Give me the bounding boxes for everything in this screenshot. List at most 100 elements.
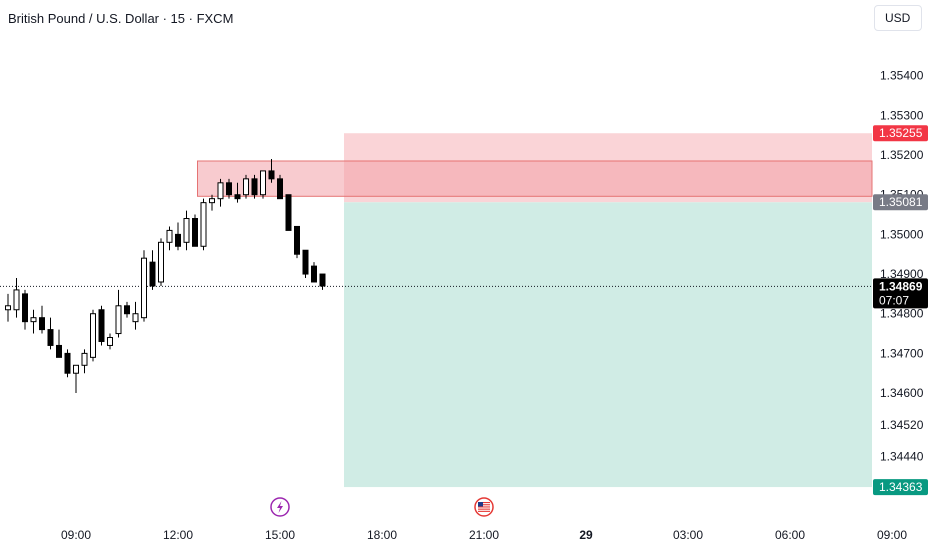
candle: [149, 250, 156, 290]
candle-body: [5, 305, 11, 311]
candle: [90, 309, 96, 362]
flag-stripe: [478, 510, 490, 512]
price-tick-label: 1.35300: [880, 108, 924, 122]
candle: [277, 174, 283, 200]
candle: [22, 289, 28, 330]
candle-body: [243, 178, 249, 196]
candle: [81, 349, 88, 374]
candle: [132, 301, 139, 330]
candle-body: [158, 241, 164, 283]
candle-body: [47, 329, 54, 346]
candle-body: [311, 265, 317, 283]
candle: [251, 174, 258, 199]
target-price-tag-text: 1.34363: [879, 480, 923, 494]
candle: [217, 178, 224, 207]
candle-body: [90, 313, 96, 358]
price-tick-label: 1.34800: [880, 307, 924, 321]
candle: [183, 210, 190, 251]
time-axis[interactable]: 09:00 12:00 15:00 18:00 21:00 29 03:00 06:00 09:…: [61, 528, 907, 542]
candle: [115, 289, 122, 338]
flag-stripe: [478, 508, 490, 510]
time-tick-label: 09:00: [877, 528, 907, 542]
price-tick-label: 1.34520: [880, 418, 924, 432]
candle: [268, 159, 275, 183]
candle-body: [56, 344, 62, 358]
lightning-icon[interactable]: [270, 497, 290, 517]
candle: [192, 214, 198, 247]
candle: [311, 262, 317, 283]
countdown-text: 07:07: [879, 293, 909, 307]
stop-price-tag-text: 1.35255: [879, 126, 923, 140]
currency-button[interactable]: USD: [874, 5, 922, 31]
candle: [64, 349, 71, 378]
events-layer: [270, 497, 494, 517]
price-tick-label: 1.35200: [880, 148, 924, 162]
time-tick-label: 03:00: [673, 528, 703, 542]
candle: [209, 194, 215, 211]
candle-body: [251, 178, 258, 196]
candle-body: [30, 317, 37, 323]
entry-price-tag: 1.35081: [873, 194, 928, 211]
candle: [319, 273, 326, 290]
candle-body: [277, 178, 283, 200]
candles-layer: [5, 159, 326, 394]
candle-body: [217, 182, 224, 200]
time-tick-label: 12:00: [163, 528, 193, 542]
candle-body: [13, 289, 20, 311]
symbol-title[interactable]: British Pound / U.S. Dollar · 15 · FXCM: [8, 11, 234, 26]
supply-zone: [197, 160, 873, 197]
candle-body: [200, 202, 207, 247]
candle-body: [294, 225, 300, 255]
candle: [285, 194, 292, 231]
time-tick-label: 18:00: [367, 528, 397, 542]
stop-price-tag: 1.35255: [873, 125, 928, 142]
candle: [5, 293, 11, 322]
candle-body: [183, 218, 190, 243]
zones-layer: [197, 133, 873, 488]
candle-body: [124, 305, 130, 315]
candle-body: [226, 182, 232, 196]
candle: [39, 305, 45, 334]
candle-body: [98, 309, 105, 342]
candle: [47, 317, 54, 350]
candle-body: [268, 170, 275, 180]
entry-price-tag-text: 1.35081: [879, 195, 923, 209]
flag-stripe: [478, 504, 490, 506]
candle-body: [39, 317, 45, 331]
candle: [243, 174, 249, 199]
price-tick-label: 1.34900: [880, 267, 924, 281]
candle-body: [22, 293, 28, 323]
price-tick-label: 1.34600: [880, 386, 924, 400]
candle: [13, 278, 20, 318]
candle-body: [234, 194, 241, 200]
candle-body: [192, 218, 198, 247]
target-price-tag-bg: [873, 479, 928, 496]
flag-stripe: [478, 506, 490, 508]
entry-price-tag-bg: [873, 194, 928, 211]
lightning-bolt: [277, 501, 283, 513]
candle: [107, 333, 113, 350]
candle-body: [149, 261, 156, 287]
candle: [294, 225, 300, 259]
candle: [124, 301, 130, 318]
candle-body: [302, 249, 309, 275]
time-tick-label: 29: [579, 528, 593, 542]
price-tick-label: 1.34700: [880, 346, 924, 360]
candle-body: [73, 364, 79, 374]
price-tick-label: 1.35000: [880, 227, 924, 241]
candle: [158, 238, 164, 286]
candle: [141, 250, 147, 322]
take-profit-zone: [344, 202, 872, 488]
candle-body: [115, 305, 122, 335]
candle-body: [64, 352, 71, 374]
price-tick-label: 1.34440: [880, 450, 924, 464]
candle-body: [209, 198, 215, 204]
candle: [226, 178, 232, 199]
candle: [98, 305, 105, 346]
candle-body: [141, 257, 147, 319]
candle: [30, 309, 37, 334]
candle: [260, 170, 266, 199]
us-flag-icon[interactable]: [474, 497, 494, 517]
